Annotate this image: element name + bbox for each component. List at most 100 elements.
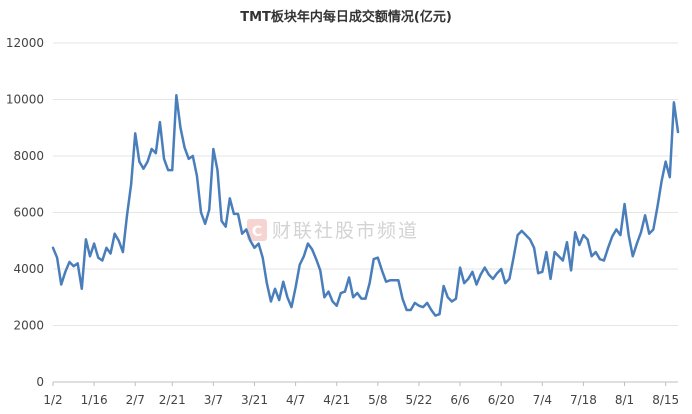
x-tick-label: 8/15 [652, 393, 679, 407]
data-point [561, 259, 564, 262]
data-point [566, 241, 568, 244]
x-tick-label: 3/7 [204, 393, 223, 407]
data-point [52, 246, 54, 249]
data-point [89, 255, 91, 258]
data-point [553, 251, 556, 253]
data-point [611, 235, 614, 238]
x-tick-label: 4/21 [323, 393, 350, 407]
data-point [652, 228, 655, 231]
data-point [574, 231, 577, 234]
data-point [549, 277, 552, 280]
data-point [105, 246, 108, 249]
data-point [331, 300, 334, 303]
data-point [483, 266, 486, 269]
data-point [171, 169, 174, 172]
data-point [142, 167, 145, 170]
data-point [586, 238, 589, 241]
x-tick-label: 1/2 [43, 393, 62, 407]
data-point [594, 251, 597, 253]
data-point [208, 208, 211, 211]
data-point [68, 261, 71, 263]
x-tick-label: 2/21 [159, 393, 186, 407]
data-point [286, 296, 289, 299]
data-point [409, 309, 412, 311]
data-point [307, 242, 309, 245]
data-point [302, 255, 305, 258]
data-point [389, 279, 392, 282]
data-point [615, 228, 618, 231]
y-tick-label: 2000 [13, 319, 44, 333]
data-point [101, 259, 104, 262]
y-tick-label: 0 [36, 375, 44, 389]
watermark: C 财联社股市频道 [247, 219, 419, 242]
data-point [677, 131, 679, 133]
x-tick-label: 7/18 [570, 393, 597, 407]
data-point [290, 306, 293, 309]
data-point [163, 157, 165, 160]
data-point [364, 297, 367, 300]
data-point [167, 169, 170, 172]
data-point [319, 269, 322, 272]
data-point [212, 148, 215, 150]
data-point [84, 238, 87, 241]
data-point [253, 246, 256, 249]
data-point [146, 160, 149, 163]
data-point [508, 277, 511, 280]
y-tick-label: 12000 [6, 36, 44, 50]
data-point [672, 101, 675, 104]
data-point [401, 297, 404, 300]
data-point [640, 231, 642, 234]
data-point [418, 304, 420, 307]
chart-title: TMT板块年内每日成交额情况(亿元) [240, 9, 452, 25]
data-point [130, 183, 133, 186]
data-point [348, 276, 350, 279]
x-tick-label: 8/1 [615, 393, 634, 407]
data-point [220, 220, 223, 222]
data-point [644, 214, 647, 217]
data-point [344, 290, 346, 293]
data-point [274, 287, 276, 290]
data-point [590, 255, 593, 258]
data-point [529, 238, 531, 241]
x-tick-label: 5/22 [405, 393, 432, 407]
data-point [524, 234, 527, 237]
data-point [475, 283, 478, 286]
data-point [393, 279, 396, 282]
data-point [516, 234, 519, 237]
data-point [471, 270, 474, 273]
data-point [335, 304, 338, 307]
x-tick-label: 1/16 [81, 393, 108, 407]
x-tick-label: 4/7 [286, 393, 305, 407]
data-point [664, 160, 667, 163]
series-layer [51, 94, 680, 317]
data-point [422, 306, 424, 309]
data-point [154, 152, 157, 155]
data-point [109, 252, 112, 255]
data-point [598, 258, 601, 261]
data-point [134, 132, 137, 135]
data-point [339, 292, 342, 294]
data-point [191, 155, 194, 157]
data-point [159, 121, 161, 123]
data-point [265, 282, 268, 285]
data-point [438, 313, 441, 316]
data-point [245, 228, 248, 231]
x-tick-label: 2/7 [126, 393, 145, 407]
data-point [512, 256, 515, 259]
data-point [200, 211, 202, 214]
grid-lines [53, 42, 678, 383]
data-point [204, 222, 207, 225]
data-point [537, 272, 540, 275]
data-point [327, 290, 330, 293]
data-point [60, 283, 63, 286]
y-tick-label: 10000 [6, 93, 44, 107]
data-point [122, 251, 124, 253]
data-point [582, 234, 585, 237]
data-point [660, 180, 663, 183]
data-point [294, 286, 297, 289]
data-point [179, 126, 182, 129]
watermark-text: 财联社股市频道 [272, 220, 419, 242]
data-point [450, 300, 453, 303]
data-point [557, 255, 560, 258]
data-point [175, 94, 178, 97]
